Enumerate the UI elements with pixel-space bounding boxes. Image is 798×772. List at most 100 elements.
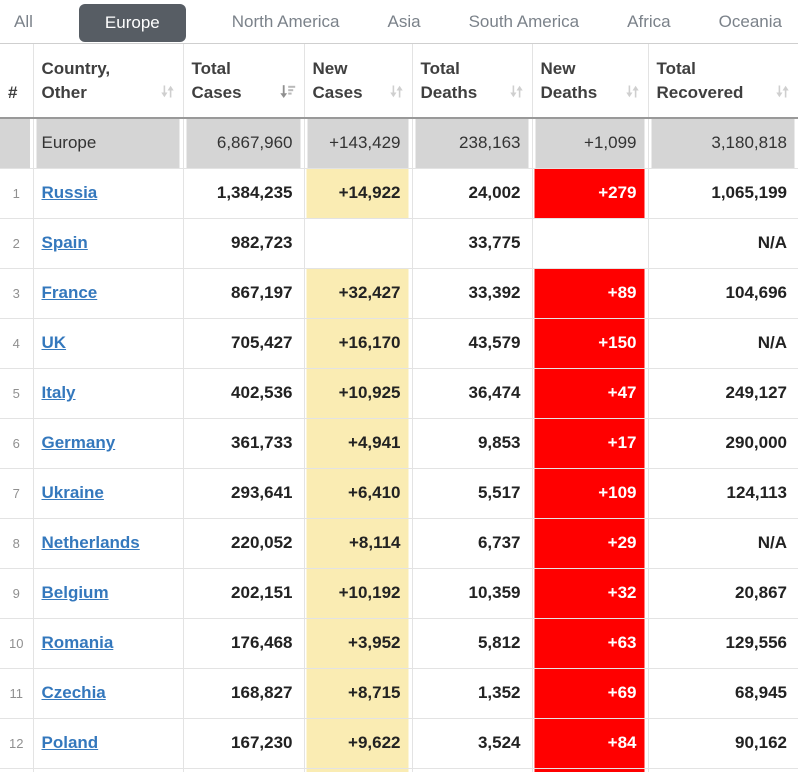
country-link[interactable]: Romania xyxy=(41,633,114,652)
table-row-uk: 4 UK 705,427 +16,170 43,579 +150 N/A xyxy=(0,318,798,369)
table-row-france: 3 France 867,197 +32,427 33,392 +89 104,696 xyxy=(0,268,798,319)
table-row-ukraine: 7 Ukraine 293,641 +6,410 5,517 +109 124,113 xyxy=(0,468,798,519)
cell-new-deaths: +63 xyxy=(531,618,648,669)
country-link[interactable]: Italy xyxy=(41,383,76,402)
cell-new-deaths: +84 xyxy=(531,718,648,769)
cell-new-deaths: +89 xyxy=(531,268,648,319)
row-rank: 8 xyxy=(0,518,33,569)
table-row-spain: 2 Spain 982,723 33,775 N/A xyxy=(0,218,798,269)
tab-asia[interactable]: Asia xyxy=(387,11,421,31)
total-cell-total-cases: 6,867,960 xyxy=(182,118,304,169)
row-rank: 5 xyxy=(0,368,33,419)
tab-south-america[interactable]: South America xyxy=(468,11,580,31)
table-body: Europe 6,867,960 +143,429 238,163 +1,099 3,18… xyxy=(0,118,798,772)
cell-new-cases: +10,925 xyxy=(303,368,412,419)
cell-total-cases: 361,733 xyxy=(182,418,304,469)
cell-new-cases: +16,170 xyxy=(303,318,412,369)
row-rank: 12 xyxy=(0,718,33,769)
cell-total-recovered: 1,065,199 xyxy=(647,168,798,219)
cell-total-cases: 202,151 xyxy=(182,568,304,619)
cell-total-recovered: 290,000 xyxy=(647,418,798,469)
table-row-germany: 6 Germany 361,733 +4,941 9,853 +17 290,000 xyxy=(0,418,798,469)
column-header-new-cases[interactable]: New Cases xyxy=(303,44,412,119)
country-link[interactable]: Belgium xyxy=(41,583,109,602)
country-link[interactable]: UK xyxy=(41,333,67,352)
column-label: New Cases xyxy=(312,58,363,103)
column-header-total-cases[interactable]: Total Cases xyxy=(182,44,304,119)
cell-total-cases: 705,427 xyxy=(182,318,304,369)
cell-country: Spain xyxy=(32,218,183,269)
cell-new-cases xyxy=(303,218,412,269)
table-row-russia: 1 Russia 1,384,235 +14,922 24,002 +279 1,065,1… xyxy=(0,168,798,219)
country-link[interactable]: Poland xyxy=(41,733,99,752)
row-rank: 7 xyxy=(0,468,33,519)
tab-north-america[interactable]: North America xyxy=(231,11,340,31)
total-cell-region-name: Europe xyxy=(32,118,183,169)
cell-new-deaths: +279 xyxy=(531,168,648,219)
column-label: Country, Other xyxy=(41,58,111,103)
tab-all[interactable]: All xyxy=(14,11,33,31)
sort-toggle-icon xyxy=(775,84,790,104)
column-header-country-other[interactable]: Country, Other xyxy=(32,44,183,119)
continent-tabs: All Europe North America Asia South America A… xyxy=(0,0,798,44)
cell-new-deaths: +69 xyxy=(531,668,648,719)
country-link[interactable]: France xyxy=(41,283,98,302)
cell-total-recovered: 68,945 xyxy=(647,668,798,719)
row-rank: 10 xyxy=(0,618,33,669)
sort-toggle-icon xyxy=(625,84,640,104)
country-link[interactable]: Czechia xyxy=(41,683,106,702)
cell-country: Netherlands xyxy=(32,518,183,569)
tab-oceania[interactable]: Oceania xyxy=(718,11,782,31)
cell-country: Ukraine xyxy=(32,468,183,519)
cell-total-deaths: 1,352 xyxy=(411,668,532,719)
country-link[interactable]: Germany xyxy=(41,433,116,452)
cell-new-cases: +8,114 xyxy=(303,518,412,569)
cell-new-deaths: +150 xyxy=(531,318,648,369)
country-link[interactable]: Ukraine xyxy=(41,483,104,502)
cell-new-deaths: +17 xyxy=(531,418,648,469)
cell-country: Russia xyxy=(32,168,183,219)
country-link[interactable]: Spain xyxy=(41,233,88,252)
cell-new-cases: +4,941 xyxy=(303,418,412,469)
table-row-partial xyxy=(0,768,798,772)
cell-total-deaths: 24,002 xyxy=(411,168,532,219)
cell-new-deaths: +109 xyxy=(531,468,648,519)
column-header-total-deaths[interactable]: Total Deaths xyxy=(411,44,532,119)
column-header-[interactable]: # xyxy=(0,44,33,119)
tab-europe[interactable]: Europe xyxy=(78,3,186,42)
cell-country: Belgium xyxy=(32,568,183,619)
cell-country: Poland xyxy=(32,718,183,769)
continent-total-row: Europe 6,867,960 +143,429 238,163 +1,099 3,18… xyxy=(0,118,798,169)
sort-toggle-icon xyxy=(509,84,524,104)
total-cell-total-recovered: 3,180,818 xyxy=(647,118,798,169)
cell-total-deaths: 33,392 xyxy=(411,268,532,319)
cell-total-cases: 220,052 xyxy=(182,518,304,569)
table-row-italy: 5 Italy 402,536 +10,925 36,474 +47 249,127 xyxy=(0,368,798,419)
cell-total-cases: 402,536 xyxy=(182,368,304,419)
cell-country: France xyxy=(32,268,183,319)
cell-total-recovered: N/A xyxy=(647,518,798,569)
column-label: Total Deaths xyxy=(420,58,478,103)
cell-country: UK xyxy=(32,318,183,369)
row-rank: 2 xyxy=(0,218,33,269)
cell-country: Italy xyxy=(32,368,183,419)
total-cell-total-deaths: 238,163 xyxy=(411,118,532,169)
table-row-belgium: 9 Belgium 202,151 +10,192 10,359 +32 20,867 xyxy=(0,568,798,619)
header-row: # Country, Other Total Cases New Cases Total… xyxy=(0,44,798,119)
country-link[interactable]: Russia xyxy=(41,183,98,202)
tab-africa[interactable]: Africa xyxy=(627,11,671,31)
cell-new-deaths: +29 xyxy=(531,518,648,569)
table-row-czechia: 11 Czechia 168,827 +8,715 1,352 +69 68,945 xyxy=(0,668,798,719)
cell-total-recovered: 104,696 xyxy=(647,268,798,319)
cell-country: Germany xyxy=(32,418,183,469)
cell-total-deaths: 33,775 xyxy=(411,218,532,269)
cell-total-cases: 168,827 xyxy=(182,668,304,719)
cell-total-cases: 1,384,235 xyxy=(182,168,304,219)
column-header-new-deaths[interactable]: New Deaths xyxy=(531,44,648,119)
country-link[interactable]: Netherlands xyxy=(41,533,140,552)
sort-toggle-icon xyxy=(160,84,175,104)
cell-total-deaths: 6,737 xyxy=(411,518,532,569)
cell-total-deaths: 43,579 xyxy=(411,318,532,369)
column-header-total-recovered[interactable]: Total Recovered xyxy=(647,44,798,119)
